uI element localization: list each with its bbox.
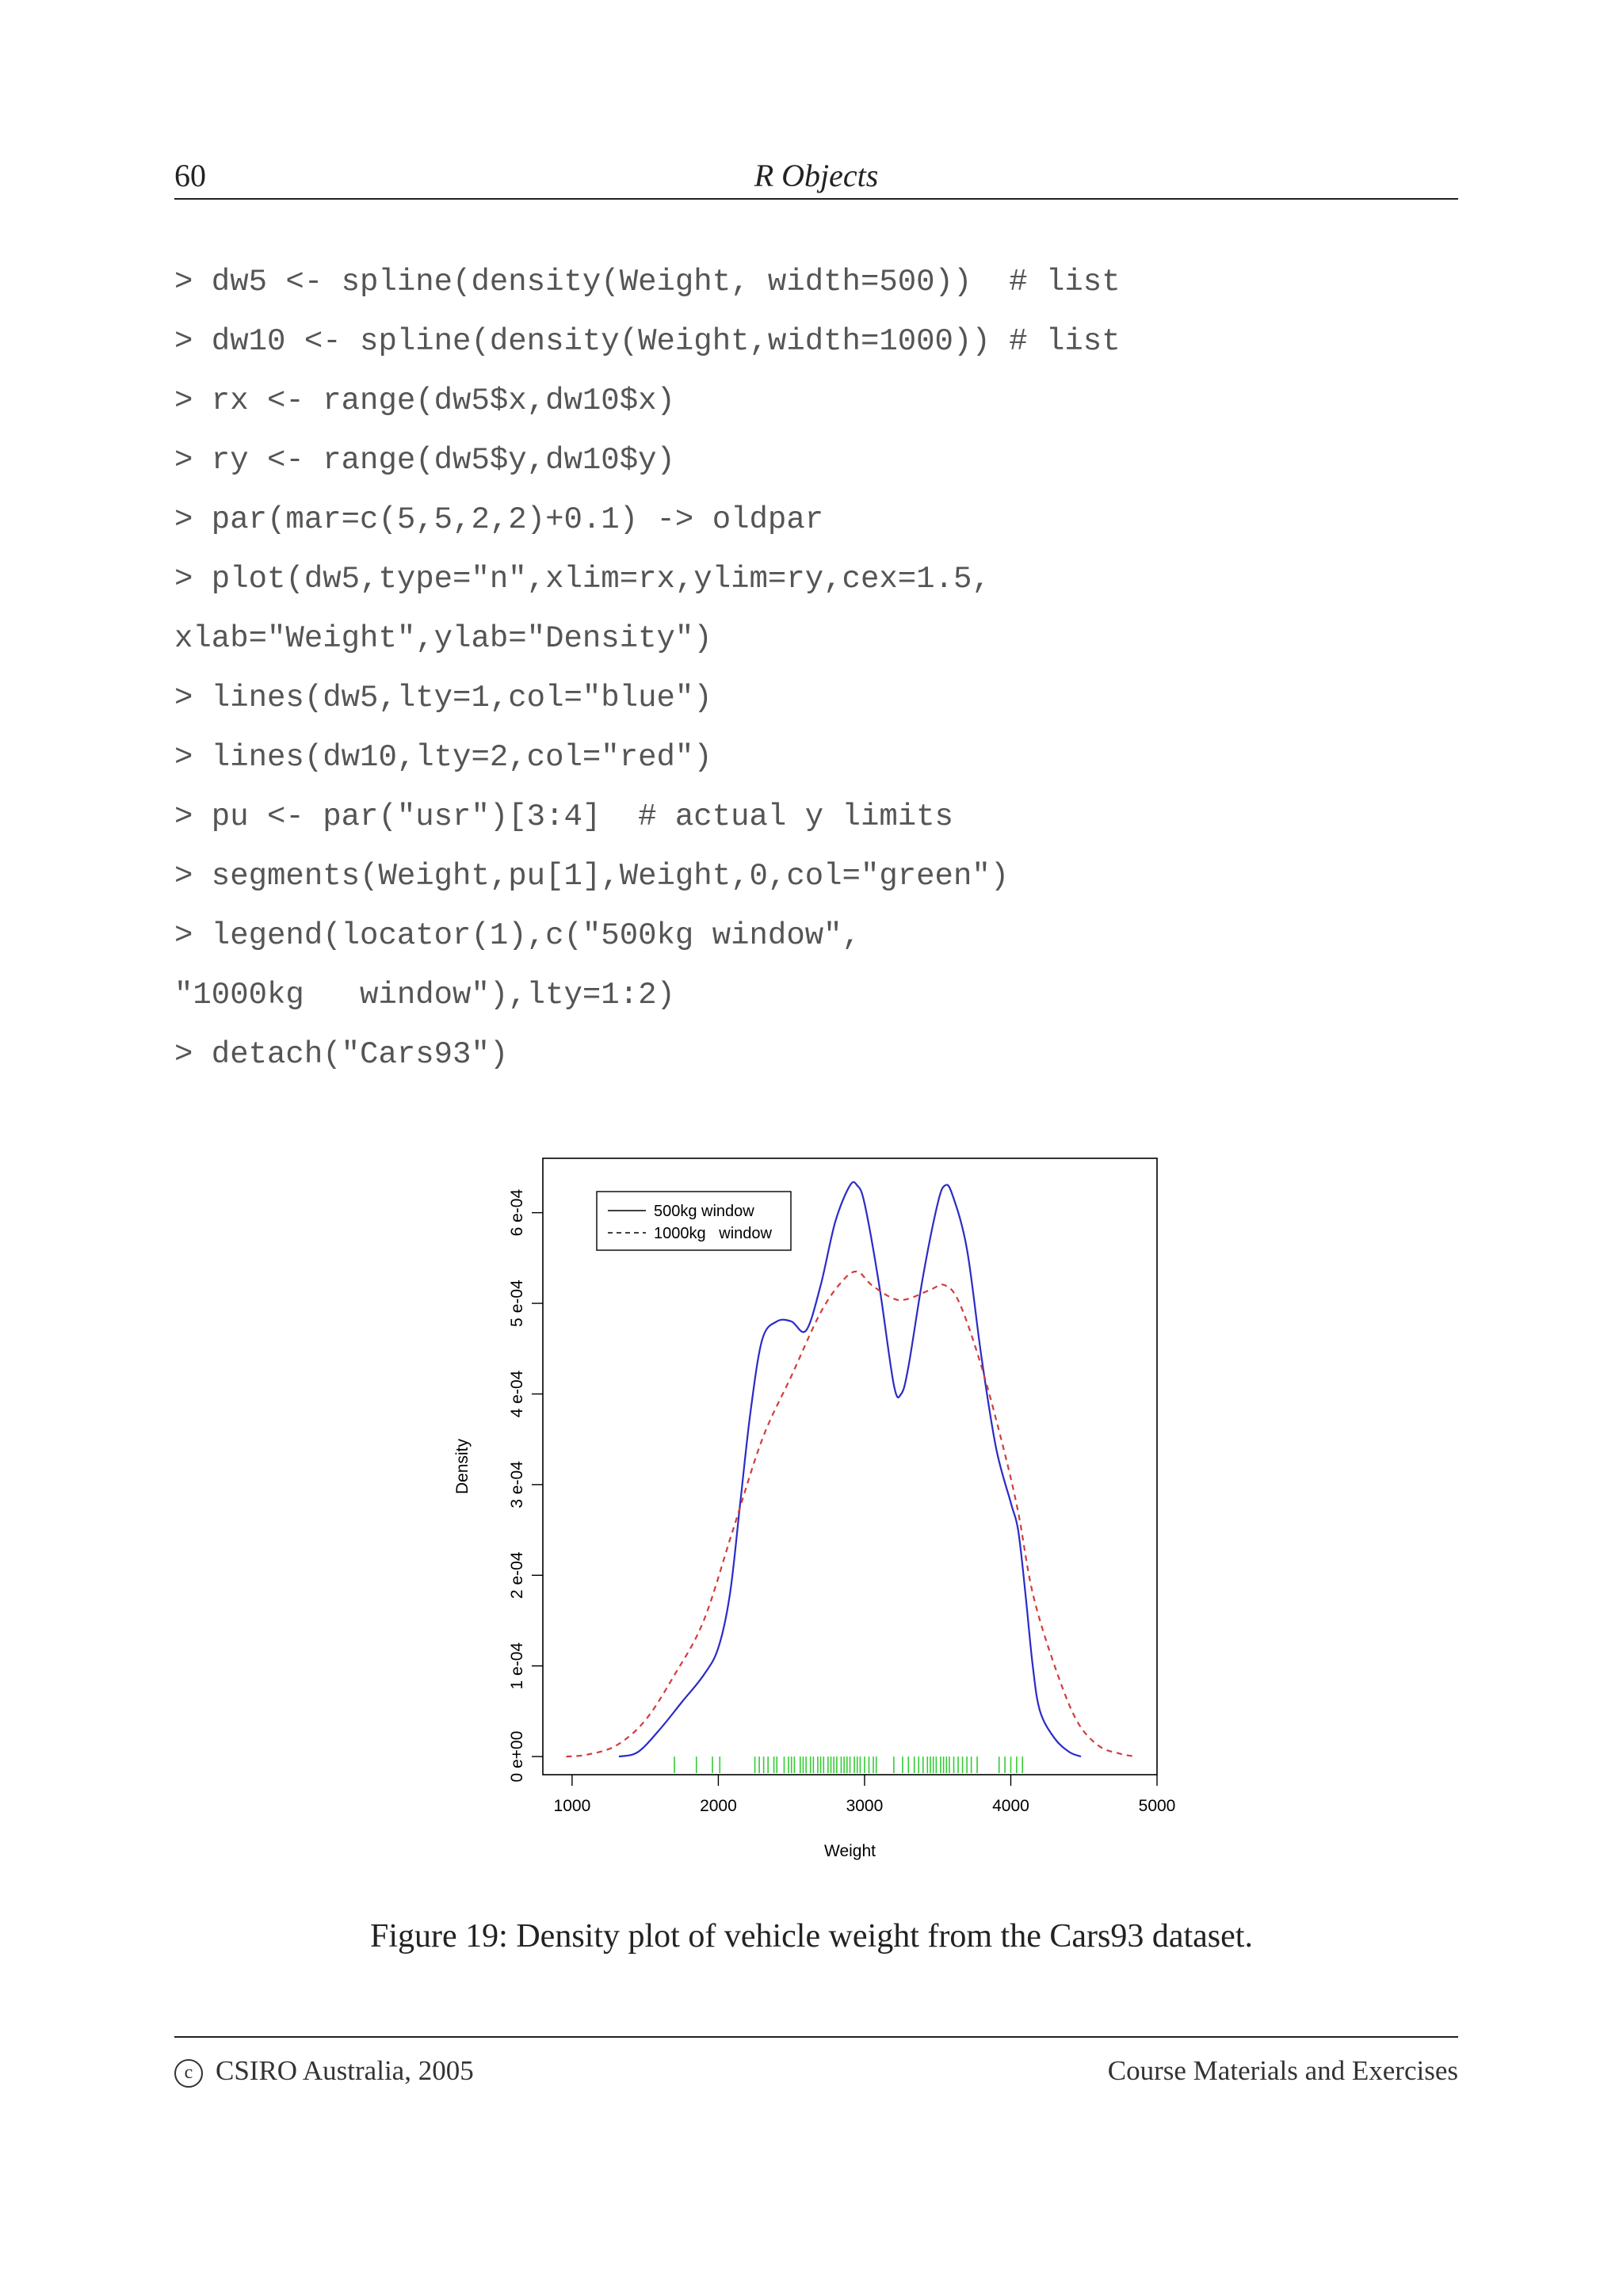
footer-left: c CSIRO Australia, 2005 [174,2055,474,2088]
legend-label: 500kg window [654,1203,754,1220]
y-tick-label: 5 e-04 [508,1280,526,1327]
page-number: 60 [174,158,206,193]
code-line: > plot(dw5,type="n",xlim=rx,ylim=ry,cex=… [174,562,991,597]
code-line: > par(mar=c(5,5,2,2)+0.1) -> oldpar [174,502,824,537]
plot-frame [542,1158,1158,1775]
code-line: > lines(dw10,lty=2,col="red") [174,740,712,775]
copyright-icon: c [174,2058,203,2088]
y-axis-label: Density [453,1438,472,1494]
x-tick-label: 1000 [554,1797,591,1815]
legend-box [596,1191,792,1251]
series-line-2 [566,1270,1137,1758]
x-tick-label: 2000 [700,1797,737,1815]
figure-caption: Figure 19: Density plot of vehicle weigh… [370,1918,1253,1955]
code-block: > dw5 <- spline(density(Weight, width=50… [174,261,1458,1093]
code-line: > rx <- range(dw5$x,dw10$x) [174,383,675,418]
y-tick-label: 0 e+00 [508,1731,526,1783]
y-tick-label: 4 e-04 [508,1370,526,1417]
code-line: > pu <- par("usr")[3:4] # actual y limit… [174,799,953,834]
x-axis-label: Weight [824,1842,876,1860]
density-chart-svg: 1000 2000 3000 4000 5000 0 e+00 1 e-04 2 e-04 3 … [453,1158,1176,1860]
code-line: > dw10 <- spline(density(Weight,width=10… [174,324,1121,359]
series-line-1 [618,1180,1082,1758]
x-tick-label: 4000 [992,1797,1029,1815]
running-title: R Objects [754,158,879,193]
page-footer: c CSIRO Australia, 2005 Course Materials … [174,2036,1458,2093]
code-line: > dw5 <- spline(density(Weight, width=50… [174,265,1121,299]
footer-right: Course Materials and Exercises [1107,2055,1458,2086]
code-line: > legend(locator(1),c("500kg window", [174,918,861,953]
code-line: > ry <- range(dw5$y,dw10$y) [174,443,675,478]
y-tick-label: 3 e-04 [508,1461,526,1508]
x-tick-label: 5000 [1139,1797,1176,1815]
y-tick-label: 6 e-04 [508,1189,526,1237]
code-line: > segments(Weight,pu[1],Weight,0,col="gr… [174,859,1010,894]
code-line: xlab="Weight",ylab="Density") [174,621,712,656]
x-tick-label: 3000 [846,1797,884,1815]
page-header: 60 R Objects [174,151,1458,200]
y-tick-label: 2 e-04 [508,1551,526,1599]
y-tick-label: 1 e-04 [508,1642,526,1690]
footer-copyright-text: CSIRO Australia, 2005 [216,2055,474,2086]
density-plot: 1000 2000 3000 4000 5000 0 e+00 1 e-04 2 e-04 3 … [444,1141,1197,1878]
legend-label: 1000kg window [654,1225,773,1242]
code-line: > detach("Cars93") [174,1037,509,1072]
code-line: > lines(dw5,lty=1,col="blue") [174,681,712,715]
code-line: "1000kg window"),lty=1:2) [174,978,675,1013]
